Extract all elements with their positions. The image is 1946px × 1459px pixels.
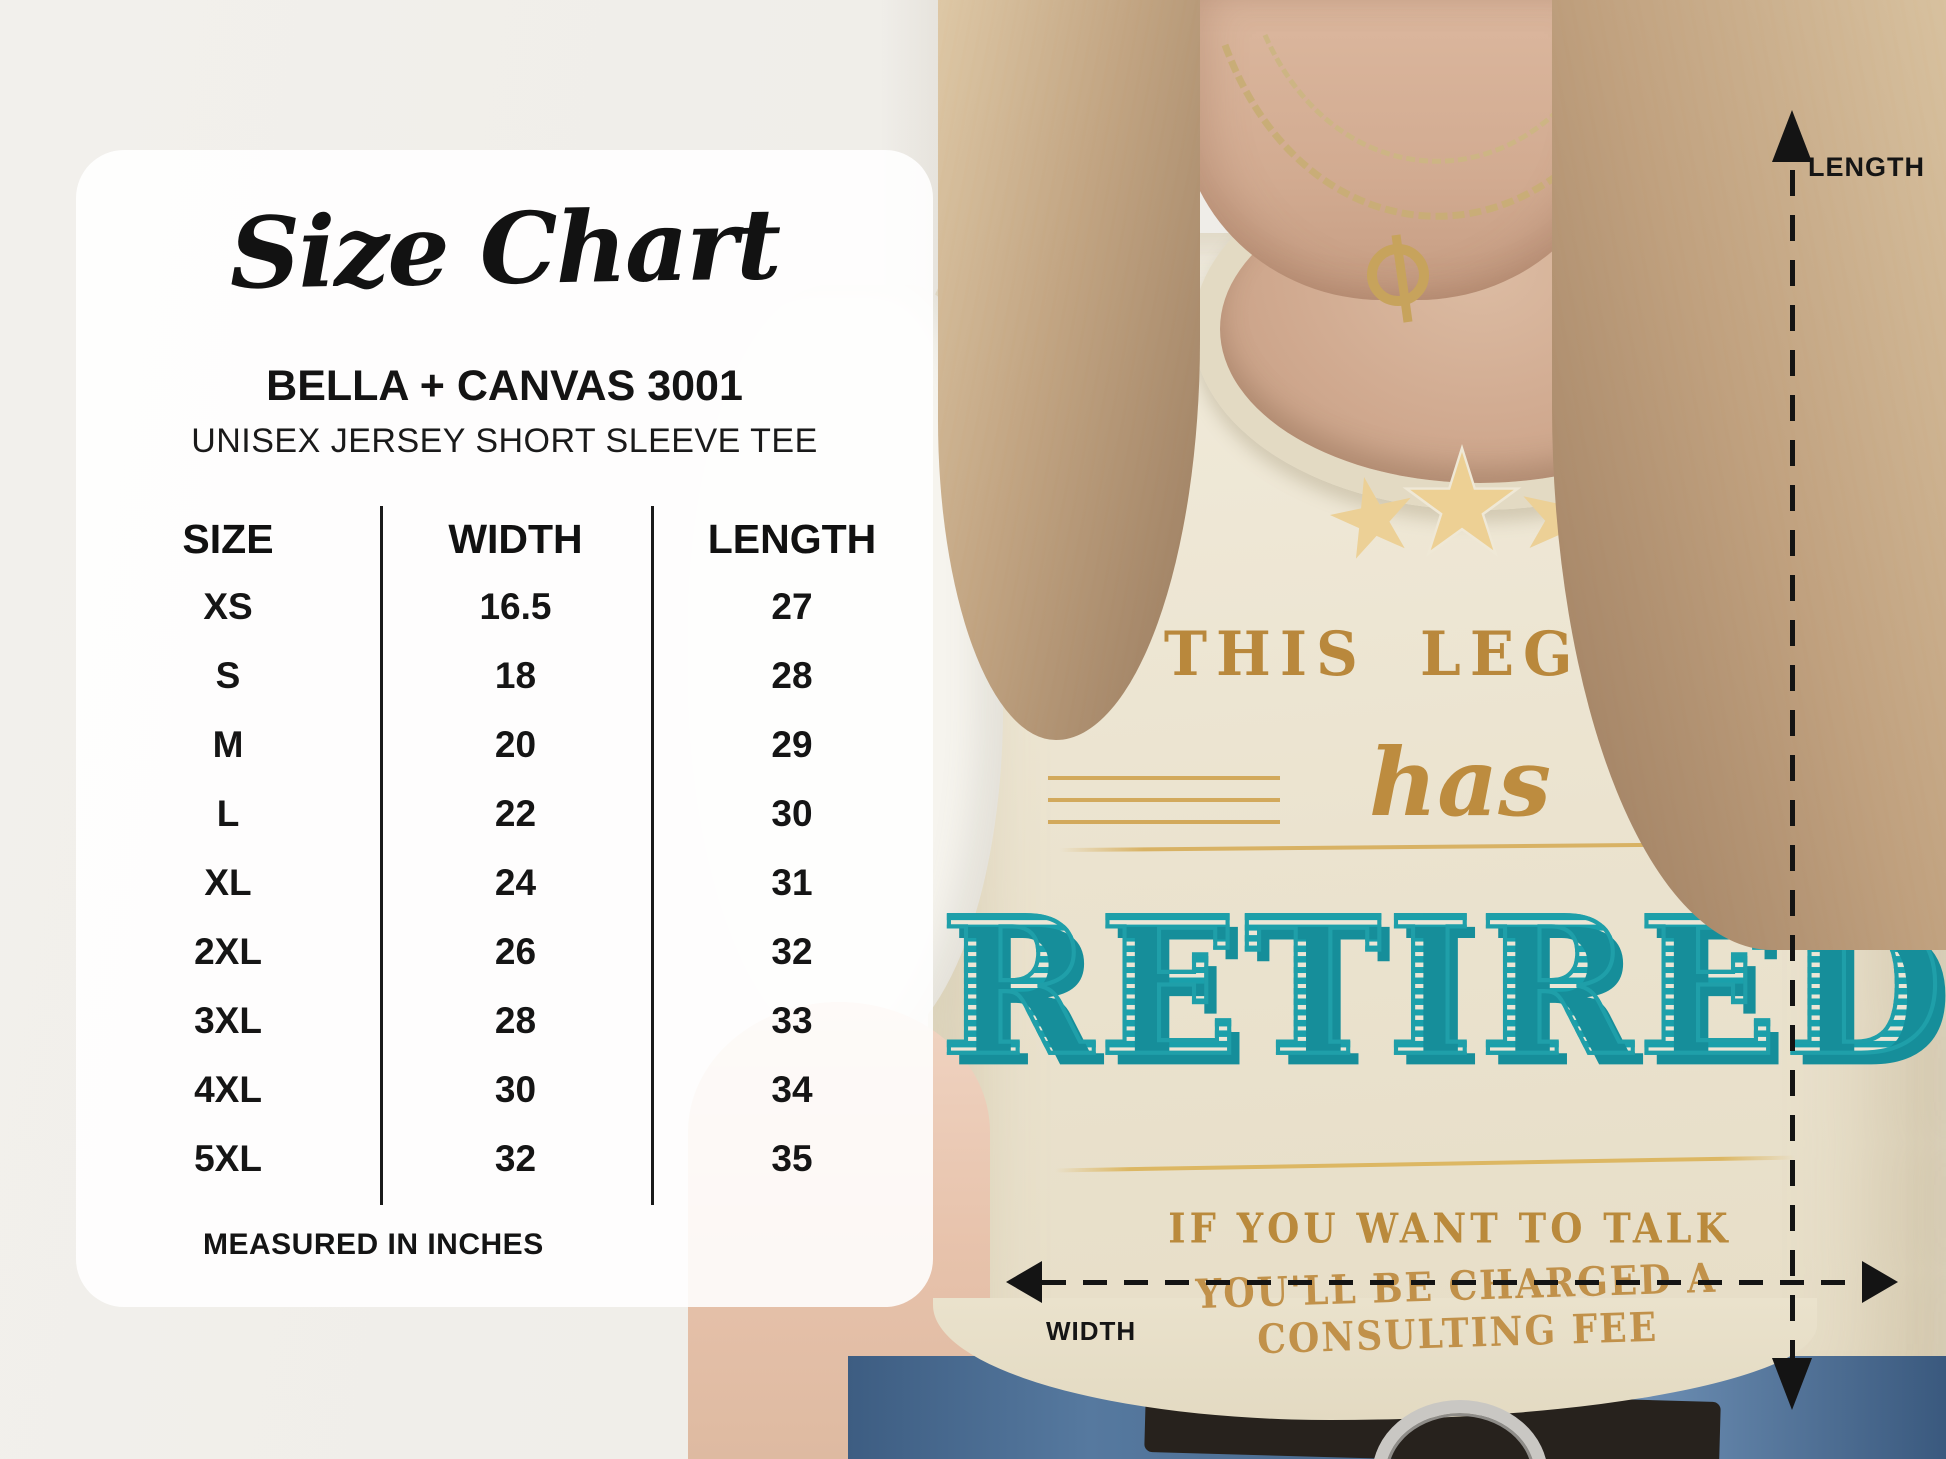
size-value: M	[212, 723, 244, 765]
size-chart-panel: Size Chart BELLA + CANVAS 3001 UNISEX JE…	[76, 150, 933, 1307]
page-title: Size Chart	[228, 187, 781, 312]
column-header-size: SIZE	[182, 515, 274, 562]
column-divider	[651, 506, 654, 1205]
column-divider	[380, 506, 383, 1205]
hair-left-strand	[938, 0, 1200, 740]
size-value: XL	[204, 861, 252, 903]
size-value: 5XL	[194, 1137, 262, 1179]
length-value: 35	[771, 1137, 813, 1179]
length-value: 28	[771, 654, 813, 696]
design-line-talk: IF YOU WANT TO TALK	[1168, 1203, 1732, 1253]
width-value: 26	[494, 930, 537, 972]
hair-right-wave	[1690, 430, 1946, 990]
design-line-has: has	[1368, 728, 1552, 838]
table-row: XS 16.5 27	[76, 572, 933, 641]
table-row: S 18 28	[76, 641, 933, 710]
table-header-row: SIZE WIDTH LENGTH	[76, 506, 933, 572]
star-icon	[1410, 452, 1514, 551]
table-row: 3XL 28 33	[76, 986, 933, 1055]
table-row: M 20 29	[76, 710, 933, 779]
size-value: L	[216, 792, 240, 834]
width-measure-label: WIDTH	[1046, 1316, 1137, 1346]
length-value: 30	[771, 792, 813, 834]
brand-name: BELLA + CANVAS 3001	[266, 362, 743, 410]
hair-right-strand	[1552, 0, 1946, 950]
length-value: 27	[771, 585, 813, 627]
width-value: 30	[494, 1068, 537, 1110]
column-header-width: WIDTH	[448, 515, 583, 562]
width-value: 22	[494, 792, 537, 834]
size-value: 2XL	[194, 930, 262, 972]
size-value: 3XL	[194, 999, 262, 1041]
size-value: S	[215, 654, 241, 696]
length-measure-label: LENGTH	[1808, 152, 1925, 182]
length-arrow-down-icon	[1772, 1358, 1812, 1410]
width-value: 24	[494, 861, 537, 903]
width-value: 32	[494, 1137, 537, 1179]
star-icon	[1322, 468, 1424, 570]
width-value: 16.5	[479, 585, 552, 627]
measurement-note: MEASURED IN INCHES	[203, 1228, 544, 1261]
width-value: 20	[494, 723, 537, 765]
table-row: 5XL 32 35	[76, 1124, 933, 1193]
table-row: XL 24 31	[76, 848, 933, 917]
length-value: 33	[771, 999, 813, 1041]
width-arrow-left-icon	[1006, 1261, 1042, 1303]
table-row: 2XL 26 32	[76, 917, 933, 986]
length-dashed-line	[1790, 170, 1795, 1358]
size-table: SIZE WIDTH LENGTH XS 16.5 27 S 18 28 M 2…	[76, 506, 933, 1205]
size-value: 4XL	[194, 1068, 262, 1110]
width-dashed-line	[1042, 1280, 1870, 1285]
length-value: 29	[771, 723, 813, 765]
column-header-length: LENGTH	[707, 515, 877, 562]
table-row: L 22 30	[76, 779, 933, 848]
length-value: 34	[771, 1068, 813, 1110]
star-cluster	[1330, 444, 1610, 597]
width-value: 18	[494, 654, 537, 696]
table-row: 4XL 30 34	[76, 1055, 933, 1124]
size-value: XS	[203, 585, 253, 627]
length-arrow-up-icon	[1772, 110, 1812, 162]
product-name: UNISEX JERSEY SHORT SLEEVE TEE	[191, 422, 818, 460]
length-value: 32	[771, 930, 813, 972]
length-value: 31	[771, 861, 813, 903]
width-value: 28	[494, 999, 537, 1041]
width-arrow-right-icon	[1862, 1261, 1898, 1303]
left-accent-lines	[1048, 776, 1280, 824]
